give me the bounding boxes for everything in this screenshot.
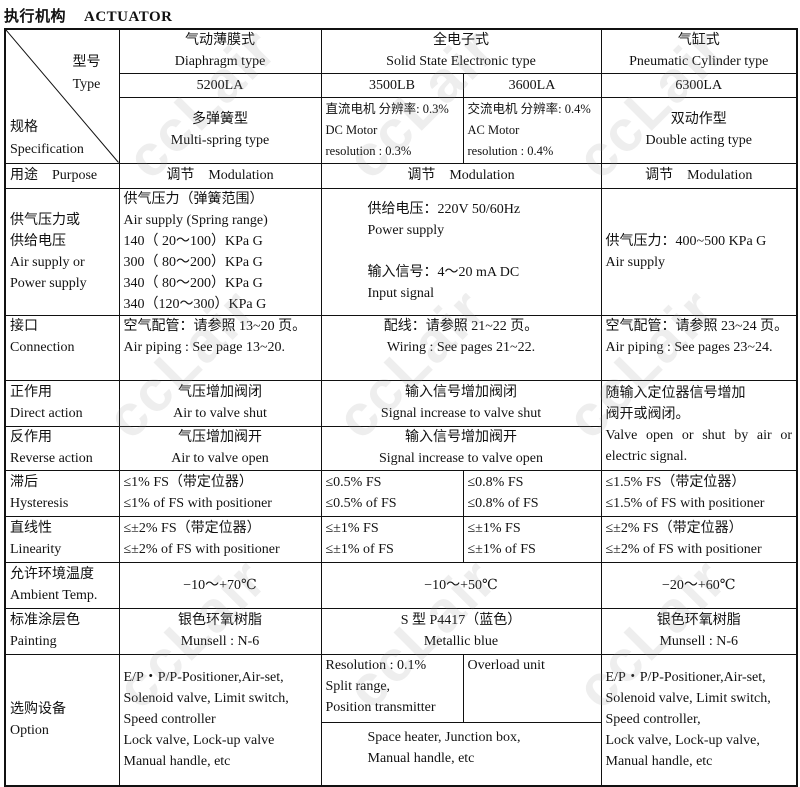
- cell: 气压增加阀闭 Air to valve shut: [118, 379, 322, 427]
- title-zh: 执行机构: [4, 9, 67, 25]
- row-label-hysteresis: 滞后 Hysteresis: [4, 469, 120, 517]
- title-en: ACTUATOR: [84, 9, 173, 25]
- corner-header-cell: 型号 Type 规格 Specification: [4, 28, 120, 164]
- type-label: 型号 Type: [72, 55, 101, 92]
- group-pneumatic-cylinder: 气缸式 Pneumatic Cylinder type: [600, 28, 798, 74]
- group-diaphragm: 气动薄膜式 Diaphragm type: [118, 28, 322, 74]
- cell: ≤±1% FS ≤±1% of FS: [462, 515, 602, 563]
- cell: E/P・P/P-Positioner,Air-set, Solenoid val…: [600, 653, 798, 787]
- cell: 随输入定位器信号增加 阀开或阀闭。 Valve open or shut by …: [600, 379, 798, 471]
- cell: 调节 Modulation: [118, 162, 322, 189]
- cell: 配线：请参照 21~22 页。 Wiring : See pages 21~22…: [320, 314, 602, 381]
- cell: Resolution : 0.1% Split range, Position …: [320, 653, 464, 723]
- row-label-linearity: 直线性 Linearity: [4, 515, 120, 563]
- row-label-painting: 标准涂层色 Painting: [4, 607, 120, 655]
- row-label-connection: 接口 Connection: [4, 314, 120, 381]
- cell: 供给电压：220V 50/60Hz Power supply 输入信号：4～20…: [320, 187, 602, 316]
- cell: 调节 Modulation: [600, 162, 798, 189]
- cell: 空气配管：请参照 23~24 页。 Air piping : See pages…: [600, 314, 798, 381]
- specification-label: 规格 Specification: [10, 119, 84, 157]
- row-label-reverse: 反作用 Reverse action: [4, 425, 120, 471]
- cell: 气压增加阀开 Air to valve open: [118, 425, 322, 471]
- cell: −10～+70℃: [118, 561, 322, 609]
- model-3600la: 3600LA: [462, 72, 602, 98]
- cell: S 型 P4417（蓝色） Metallic blue: [320, 607, 602, 655]
- cell: 银色环氧树脂 Munsell : N-6: [600, 607, 798, 655]
- cell: 输入信号增加阀闭 Signal increase to valve shut: [320, 379, 602, 427]
- row-label-supply: 供气压力或 供给电压 Air supply or Power supply: [4, 187, 120, 316]
- cell: 银色环氧树脂 Munsell : N-6: [118, 607, 322, 655]
- row-label-direct: 正作用 Direct action: [4, 379, 120, 427]
- row-label-option: 选购设备 Option: [4, 653, 120, 787]
- model-6300la: 6300LA: [600, 72, 798, 98]
- cell: ≤1% FS（带定位器） ≤1% of FS with positioner: [118, 469, 322, 517]
- model-5200la: 5200LA: [118, 72, 322, 98]
- spec-text: 交流电机 分辨率: 0.4% AC Motor resolution : 0.4…: [467, 101, 591, 158]
- cell: Overload unit: [462, 653, 602, 723]
- cell: ≤±2% FS（带定位器） ≤±2% of FS with positioner: [600, 515, 798, 563]
- cell: Space heater, Junction box, Manual handl…: [320, 721, 602, 787]
- spec-text: 直流电机 分辨率: 0.3% DC Motor resolution : 0.3…: [325, 101, 449, 158]
- diagonal-divider: [6, 30, 119, 163]
- row-label-ambient: 允许环境温度 Ambient Temp.: [4, 561, 120, 609]
- cell: 调节 Modulation: [320, 162, 602, 189]
- group-solid-state: 全电子式 Solid State Electronic type: [320, 28, 602, 74]
- cell: −20～+60℃: [600, 561, 798, 609]
- actuator-spec-table: 型号 Type 规格 Specification 气动薄膜式 Diaphragm…: [4, 28, 798, 787]
- spec-6300la: 双动作型 Double acting type: [600, 96, 798, 164]
- cell: E/P・P/P-Positioner,Air-set, Solenoid val…: [118, 653, 322, 787]
- cell: −10～+50℃: [320, 561, 602, 609]
- spec-3600la: 交流电机 分辨率: 0.4% AC Motor resolution : 0.4…: [462, 96, 602, 164]
- cell: 输入信号增加阀开 Signal increase to valve open: [320, 425, 602, 471]
- cell: ≤1.5% FS（带定位器） ≤1.5% of FS with position…: [600, 469, 798, 517]
- cell: 供气压力：400~500 KPa G Air supply: [600, 187, 798, 316]
- cell: 空气配管：请参照 13~20 页。 Air piping : See page …: [118, 314, 322, 381]
- model-3500lb: 3500LB: [320, 72, 464, 98]
- cell: ≤0.8% FS ≤0.8% of FS: [462, 469, 602, 517]
- spec-3500lb: 直流电机 分辨率: 0.3% DC Motor resolution : 0.3…: [320, 96, 464, 164]
- cell: ≤±1% FS ≤±1% of FS: [320, 515, 464, 563]
- cell: ≤±2% FS（带定位器） ≤±2% of FS with positioner: [118, 515, 322, 563]
- cell: 供气压力（弹簧范围） Air supply (Spring range) 140…: [118, 187, 322, 316]
- page-title: 执行机构 ACTUATOR: [4, 5, 190, 26]
- cell: ≤0.5% FS ≤0.5% of FS: [320, 469, 464, 517]
- row-label-purpose: 用途 Purpose: [4, 162, 120, 189]
- spec-5200la: 多弹簧型 Multi-spring type: [118, 96, 322, 164]
